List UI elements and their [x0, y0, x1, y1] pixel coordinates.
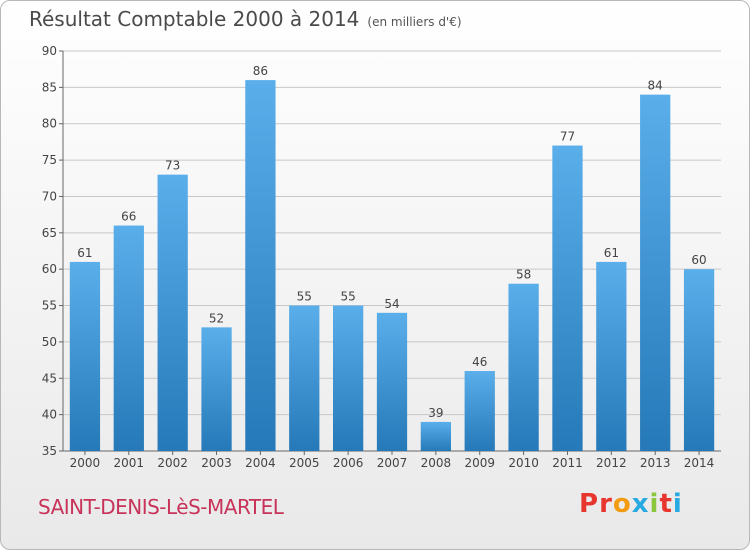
- y-tick-label: 40: [42, 408, 57, 422]
- chart-title-text: Résultat Comptable 2000 à 2014: [29, 7, 360, 31]
- x-tick-label: 2002: [157, 456, 188, 470]
- bar[interactable]: [464, 371, 495, 451]
- data-label: 61: [77, 246, 92, 260]
- logo-letter: r: [599, 489, 613, 519]
- bar[interactable]: [289, 305, 320, 451]
- x-tick-label: 2004: [245, 456, 276, 470]
- data-label: 77: [560, 130, 575, 144]
- data-label: 61: [604, 246, 619, 260]
- y-tick-label: 70: [42, 189, 57, 203]
- bar[interactable]: [332, 305, 364, 451]
- data-label: 55: [340, 290, 355, 304]
- data-label: 66: [121, 210, 136, 224]
- x-tick-label: 2009: [464, 456, 495, 470]
- bar[interactable]: [201, 327, 232, 451]
- bar[interactable]: [683, 269, 715, 451]
- y-tick-label: 35: [42, 444, 57, 458]
- data-label: 46: [472, 355, 487, 369]
- y-tick-label: 55: [42, 299, 57, 313]
- data-label: 52: [209, 311, 224, 325]
- data-label: 60: [691, 253, 706, 267]
- x-tick-label: 2003: [201, 456, 232, 470]
- y-tick-label: 75: [42, 153, 57, 167]
- bar[interactable]: [376, 312, 408, 451]
- x-tick-label: 2011: [552, 456, 583, 470]
- data-label: 58: [516, 268, 531, 282]
- bar[interactable]: [420, 421, 452, 451]
- logo-letter: o: [612, 489, 632, 519]
- x-tick-label: 2006: [333, 456, 364, 470]
- bar[interactable]: [552, 145, 583, 451]
- bar[interactable]: [508, 283, 539, 451]
- y-tick-label: 90: [42, 44, 57, 58]
- bar[interactable]: [113, 225, 144, 451]
- proxiti-logo[interactable]: Proxiti: [579, 489, 683, 519]
- y-tick-label: 50: [42, 335, 57, 349]
- x-tick-label: 2012: [596, 456, 627, 470]
- bar[interactable]: [69, 261, 101, 451]
- bar[interactable]: [596, 261, 627, 451]
- y-tick-label: 45: [42, 371, 57, 385]
- y-tick-label: 60: [42, 262, 57, 276]
- x-tick-label: 2001: [114, 456, 145, 470]
- data-label: 86: [253, 64, 268, 78]
- logo-letter: x: [631, 489, 650, 519]
- y-tick-label: 80: [42, 117, 57, 131]
- x-tick-label: 2005: [289, 456, 320, 470]
- commune-name: SAINT-DENIS-LèS-MARTEL: [38, 495, 284, 519]
- bars: [69, 80, 715, 452]
- logo-letter: i: [649, 489, 660, 519]
- x-tick-label: 2013: [640, 456, 671, 470]
- bar[interactable]: [640, 94, 671, 452]
- y-tick-label: 85: [42, 80, 57, 94]
- logo-letter: i: [672, 489, 683, 519]
- chart-title: Résultat Comptable 2000 à 2014 (en millie…: [29, 7, 462, 31]
- logo-letter: P: [579, 489, 600, 519]
- x-tick-label: 2000: [70, 456, 101, 470]
- data-label: 55: [297, 290, 312, 304]
- data-label: 39: [428, 406, 443, 420]
- y-tick-label: 65: [42, 226, 57, 240]
- x-tick-label: 2007: [377, 456, 408, 470]
- chart-unit: (en milliers d'€): [367, 15, 462, 29]
- data-label: 84: [648, 79, 663, 93]
- logo-letter: t: [659, 489, 673, 519]
- x-tick-label: 2010: [508, 456, 539, 470]
- x-tick-label: 2014: [684, 456, 715, 470]
- data-labels: 61 66 73 52 86 55 55 54 39 46 58 77 61 84 60: [77, 64, 706, 420]
- data-label: 73: [165, 159, 180, 173]
- bar[interactable]: [245, 80, 276, 451]
- x-tick-label: 2008: [421, 456, 452, 470]
- data-label: 54: [384, 297, 399, 311]
- bar[interactable]: [157, 174, 188, 452]
